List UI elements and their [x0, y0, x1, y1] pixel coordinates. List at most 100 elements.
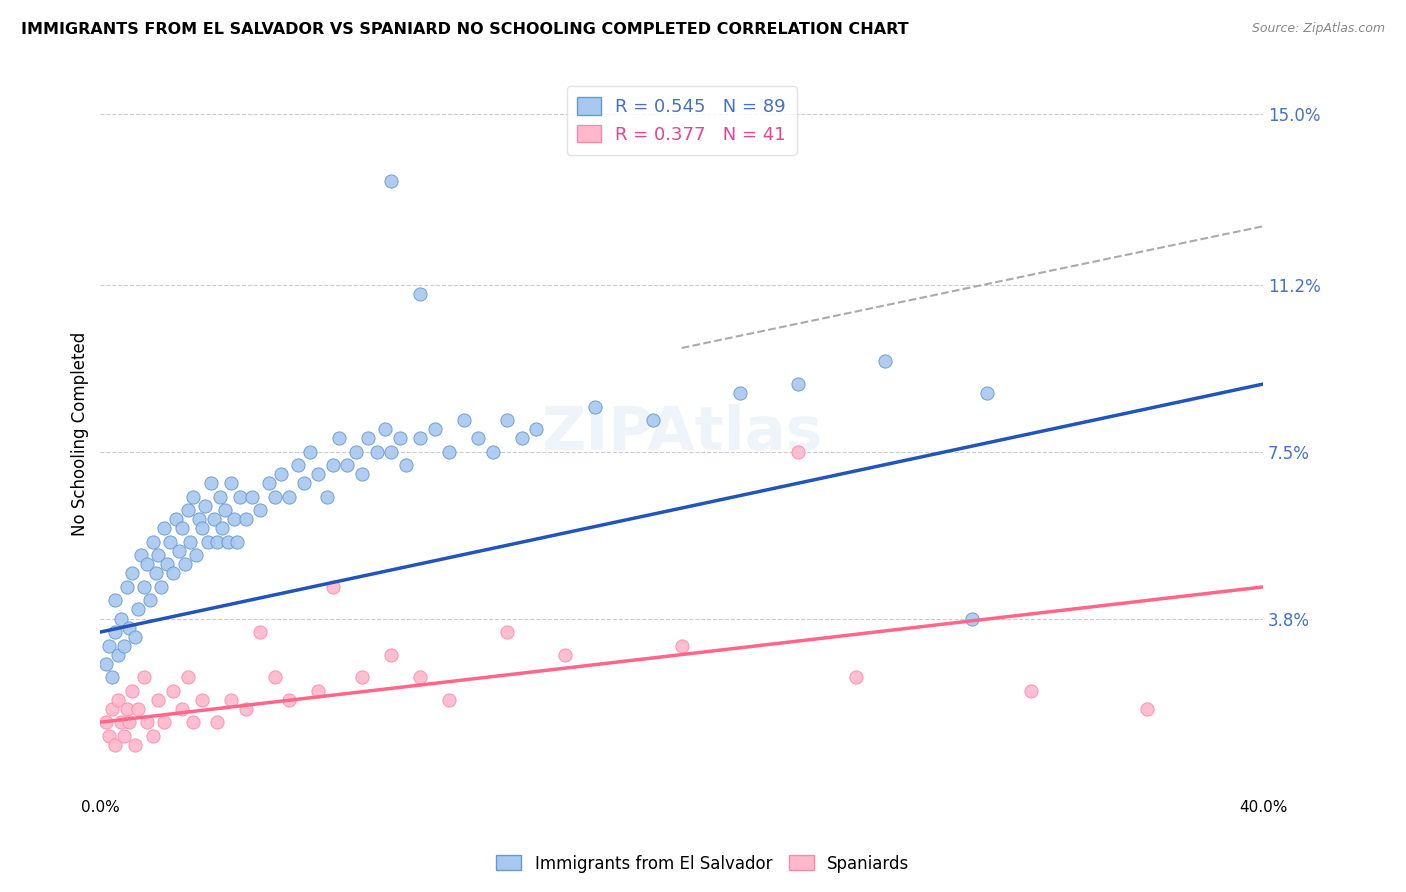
Point [219, 692, 242, 706]
Point [409, 431, 432, 445]
Point [357, 431, 380, 445]
Point [235, 512, 257, 526]
Point [962, 611, 984, 625]
Point [135, 715, 157, 730]
Point [394, 458, 416, 473]
Point [148, 692, 170, 706]
Legend: R = 0.545   N = 89, R = 0.377   N = 41: R = 0.545 N = 89, R = 0.377 N = 41 [567, 87, 797, 155]
Point [307, 683, 329, 698]
Point [211, 521, 233, 535]
Point [787, 377, 810, 392]
Point [524, 422, 547, 436]
Point [112, 639, 135, 653]
Point [226, 534, 249, 549]
Point [110, 715, 132, 730]
Point [170, 701, 193, 715]
Point [183, 715, 205, 730]
Point [1136, 701, 1159, 715]
Point [96, 715, 118, 730]
Point [583, 400, 606, 414]
Point [496, 413, 519, 427]
Point [191, 521, 214, 535]
Point [787, 444, 810, 458]
Point [976, 386, 998, 401]
Point [173, 558, 195, 572]
Point [188, 512, 211, 526]
Point [214, 503, 236, 517]
Point [229, 490, 252, 504]
Point [167, 544, 190, 558]
Point [263, 490, 285, 504]
Text: ZIPAtlas: ZIPAtlas [541, 404, 823, 463]
Point [322, 580, 344, 594]
Point [118, 620, 141, 634]
Point [194, 499, 217, 513]
Point [205, 534, 228, 549]
Point [437, 692, 460, 706]
Point [409, 670, 432, 684]
Point [162, 566, 184, 581]
Point [104, 625, 127, 640]
Point [124, 738, 146, 752]
Point [350, 670, 373, 684]
Point [292, 476, 315, 491]
Point [1019, 683, 1042, 698]
Point [135, 558, 157, 572]
Point [287, 458, 309, 473]
Point [101, 701, 124, 715]
Point [728, 386, 751, 401]
Point [179, 534, 201, 549]
Point [510, 431, 533, 445]
Point [409, 286, 432, 301]
Point [110, 611, 132, 625]
Point [200, 476, 222, 491]
Point [298, 444, 321, 458]
Point [112, 729, 135, 743]
Point [150, 580, 173, 594]
Point [641, 413, 664, 427]
Point [388, 431, 411, 445]
Legend: Immigrants from El Salvador, Spaniards: Immigrants from El Salvador, Spaniards [489, 848, 917, 880]
Point [380, 174, 402, 188]
Point [554, 648, 576, 662]
Point [328, 431, 350, 445]
Point [453, 413, 475, 427]
Point [249, 625, 271, 640]
Point [159, 534, 181, 549]
Point [176, 503, 198, 517]
Point [107, 692, 129, 706]
Point [107, 648, 129, 662]
Point [249, 503, 271, 517]
Point [307, 467, 329, 482]
Point [121, 566, 143, 581]
Point [98, 729, 121, 743]
Text: IMMIGRANTS FROM EL SALVADOR VS SPANIARD NO SCHOOLING COMPLETED CORRELATION CHART: IMMIGRANTS FROM EL SALVADOR VS SPANIARD … [21, 22, 908, 37]
Point [496, 625, 519, 640]
Point [118, 715, 141, 730]
Point [423, 422, 446, 436]
Point [322, 458, 344, 473]
Point [350, 467, 373, 482]
Point [129, 549, 152, 563]
Point [115, 580, 138, 594]
Point [148, 549, 170, 563]
Point [186, 549, 208, 563]
Point [96, 657, 118, 671]
Point [219, 476, 242, 491]
Point [142, 729, 165, 743]
Y-axis label: No Schooling Completed: No Schooling Completed [72, 332, 89, 536]
Point [366, 444, 388, 458]
Point [202, 512, 225, 526]
Point [127, 701, 149, 715]
Point [481, 444, 503, 458]
Point [208, 490, 231, 504]
Point [156, 558, 179, 572]
Point [176, 670, 198, 684]
Point [139, 593, 162, 607]
Point [257, 476, 280, 491]
Point [374, 422, 396, 436]
Point [162, 683, 184, 698]
Point [101, 670, 124, 684]
Point [132, 580, 155, 594]
Point [316, 490, 339, 504]
